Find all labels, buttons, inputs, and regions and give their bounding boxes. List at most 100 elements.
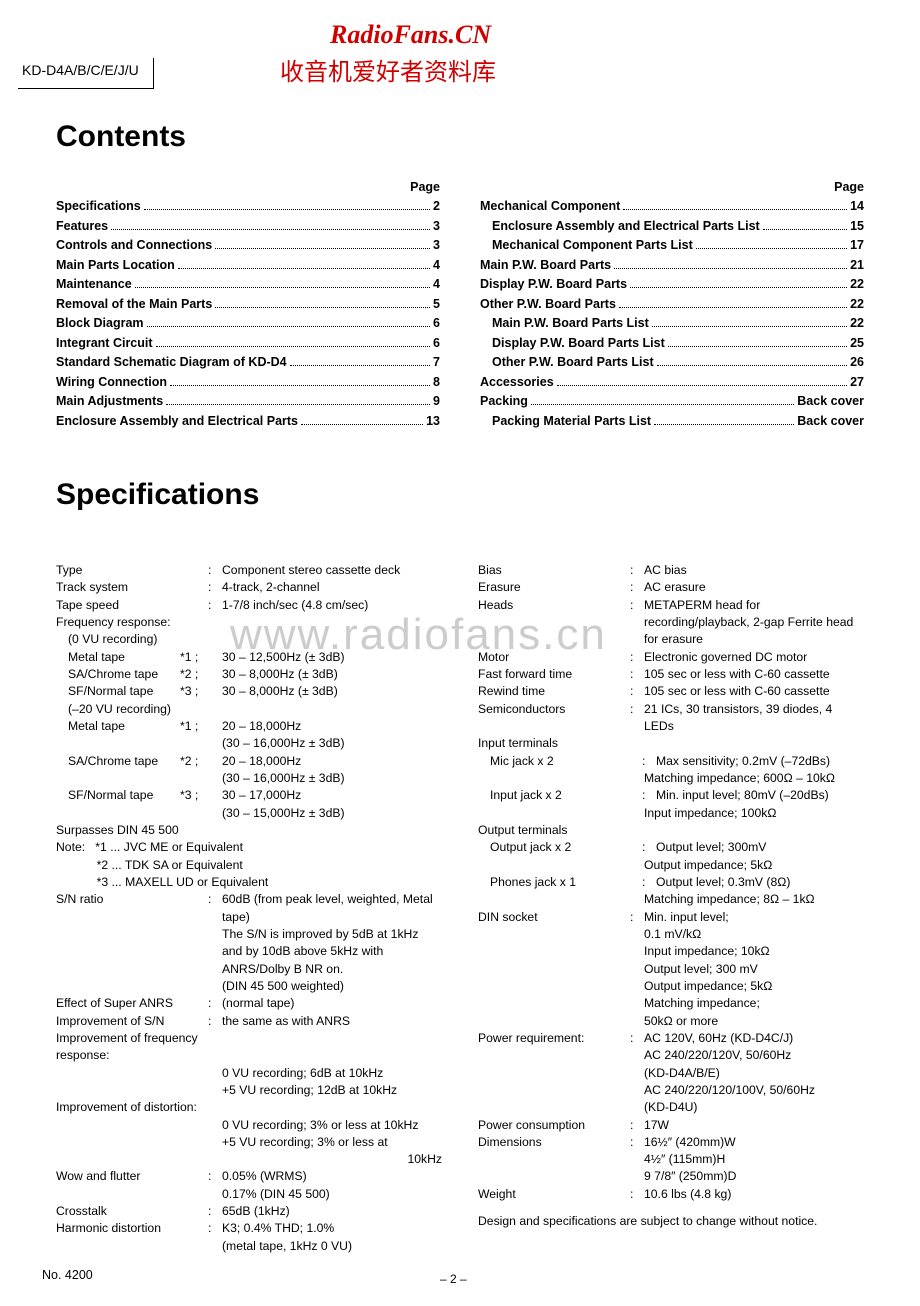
spec-value: +5 VU recording; 3% or less at — [222, 1134, 442, 1151]
toc-page: 25 — [850, 335, 864, 353]
spec-label: Input terminals — [478, 735, 630, 752]
design-note: Design and specifications are subject to… — [478, 1213, 864, 1230]
spec-value: 30 – 8,000Hz (± 3dB) — [222, 683, 442, 700]
specs-left: Type:Component stereo cassette deckTrack… — [56, 562, 442, 1255]
spec-label: Power requirement: — [478, 1030, 630, 1047]
toc-title: Controls and Connections — [56, 237, 212, 255]
spec-value: Output level; 300 mV — [644, 961, 864, 978]
spec-row: Effect of Super ANRS:(normal tape) — [56, 995, 442, 1012]
spec-label: Metal tape*1 ; — [56, 649, 208, 666]
page-label: Page — [480, 180, 864, 194]
toc-title: Main P.W. Board Parts List — [492, 315, 649, 333]
toc-dots — [696, 248, 847, 249]
spec-row: (metal tape, 1kHz 0 VU) — [56, 1238, 442, 1255]
spec-row: 0 VU recording; 6dB at 10kHz — [56, 1065, 442, 1082]
toc-page: 14 — [850, 198, 864, 216]
spec-value: Matching impedance; 600Ω – 10kΩ — [644, 770, 864, 787]
spec-row: (–20 VU recording) — [56, 701, 442, 718]
spec-row: SA/Chrome tape*2 ; 30 – 8,000Hz (± 3dB) — [56, 666, 442, 683]
spec-row: Crosstalk:65dB (1kHz) — [56, 1203, 442, 1220]
toc-row: Controls and Connections 3 — [56, 237, 440, 255]
spec-row: Matching impedance; 8Ω – 1kΩ — [478, 891, 864, 908]
spec-label: Frequency response: — [56, 614, 208, 631]
toc-dots — [166, 404, 430, 405]
spec-row: Input jack x 2:Min. input level; 80mV (–… — [478, 787, 864, 804]
spec-row: (KD-D4U) — [478, 1099, 864, 1116]
toc-dots — [135, 287, 430, 288]
spec-label: Semiconductors — [478, 701, 630, 736]
toc-title: Features — [56, 218, 108, 236]
spec-value: (KD-D4U) — [644, 1099, 864, 1116]
toc-dots — [668, 346, 847, 347]
spec-value: 0 VU recording; 6dB at 10kHz — [222, 1065, 442, 1082]
spec-label: Crosstalk — [56, 1203, 208, 1220]
spec-label: Input jack x 2 — [478, 787, 642, 804]
spec-value: 4½″ (115mm)H — [644, 1151, 864, 1168]
toc-title: Mechanical Component — [480, 198, 620, 216]
footer-number: No. 4200 — [42, 1268, 93, 1282]
toc-page: 4 — [433, 276, 440, 294]
watermark-subtitle: 收音机爱好者资料库 — [280, 52, 496, 87]
spec-row: Output level; 300 mV — [478, 961, 864, 978]
spec-label: Surpasses DIN 45 500 — [56, 822, 208, 839]
spec-label: Output terminals — [478, 822, 630, 839]
spec-value: the same as with ANRS — [222, 1013, 442, 1030]
spec-row: Power consumption:17W — [478, 1117, 864, 1134]
spec-row: AC 240/220/120/100V, 50/60Hz — [478, 1082, 864, 1099]
spec-value: Max sensitivity; 0.2mV (–72dBs) — [656, 753, 864, 770]
spec-label: Bias — [478, 562, 630, 579]
toc-title: Main Parts Location — [56, 257, 175, 275]
spec-row: Wow and flutter:0.05% (WRMS) — [56, 1168, 442, 1185]
toc-title: Maintenance — [56, 276, 132, 294]
toc-page: 2 — [433, 198, 440, 216]
toc-page: 3 — [433, 237, 440, 255]
toc-row: Display P.W. Board Parts22 — [480, 276, 864, 294]
spec-value: 0.05% (WRMS) — [222, 1168, 442, 1185]
toc-page: 17 — [850, 237, 864, 255]
toc-row: Features3 — [56, 218, 440, 236]
toc-page: 15 — [850, 218, 864, 236]
spec-row: Output terminals — [478, 822, 864, 839]
spec-value: (30 – 16,000Hz ± 3dB) — [222, 735, 442, 752]
toc-dots — [652, 326, 847, 327]
spec-row: Heads:METAPERM head for recording/playba… — [478, 597, 864, 649]
toc-title: Main Adjustments — [56, 393, 163, 411]
spec-row: 10kHz — [56, 1151, 442, 1168]
toc-title: Display P.W. Board Parts — [480, 276, 627, 294]
specs-right: Bias:AC biasErasure:AC erasureHeads:META… — [478, 562, 864, 1255]
toc-dots — [531, 404, 794, 405]
spec-value: Input impedance; 10kΩ — [644, 943, 864, 960]
spec-row: Dimensions:16½″ (420mm)W — [478, 1134, 864, 1151]
toc-title: Enclosure Assembly and Electrical Parts — [56, 413, 298, 431]
spec-row: Note: *1 ... JVC ME or Equivalent — [56, 839, 442, 856]
spec-row: Input terminals — [478, 735, 864, 752]
spec-row: *2 ... TDK SA or Equivalent — [56, 857, 442, 874]
spec-row: Motor:Electronic governed DC motor — [478, 649, 864, 666]
spec-row: The S/N is improved by 5dB at 1kHz and b… — [56, 926, 442, 978]
spec-row: (0 VU recording) — [56, 631, 442, 648]
toc-title: Packing — [480, 393, 528, 411]
spec-label: Fast forward time — [478, 666, 630, 683]
specs: Type:Component stereo cassette deckTrack… — [56, 562, 864, 1255]
spec-label: (–20 VU recording) — [56, 701, 220, 718]
toc-row: Integrant Circuit6 — [56, 335, 440, 353]
toc-row: Other P.W. Board Parts List26 — [492, 354, 864, 372]
spec-row: Frequency response: — [56, 614, 442, 631]
spec-row: SF/Normal tape*3 ; 30 – 8,000Hz (± 3dB) — [56, 683, 442, 700]
spec-label: Improvement of S/N — [56, 1013, 208, 1030]
spec-row: Tape speed:1-7/8 inch/sec (4.8 cm/sec) — [56, 597, 442, 614]
toc-title: Accessories — [480, 374, 554, 392]
toc-page: 8 — [433, 374, 440, 392]
toc-row: Accessories27 — [480, 374, 864, 392]
spec-row: +5 VU recording; 3% or less at — [56, 1134, 442, 1151]
toc-title: Other P.W. Board Parts — [480, 296, 616, 314]
spec-label: Improvement of frequency response: — [56, 1030, 226, 1065]
spec-label: Wow and flutter — [56, 1168, 208, 1185]
spec-row: Phones jack x 1:Output level; 0.3mV (8Ω) — [478, 874, 864, 891]
spec-value: (metal tape, 1kHz 0 VU) — [222, 1238, 442, 1255]
spec-label: DIN socket — [478, 909, 630, 926]
spec-value: 60dB (from peak level, weighted, Metal t… — [222, 891, 442, 926]
spec-label: Harmonic distortion — [56, 1220, 208, 1237]
spec-row: Surpasses DIN 45 500 — [56, 822, 442, 839]
spec-label: Track system — [56, 579, 208, 596]
